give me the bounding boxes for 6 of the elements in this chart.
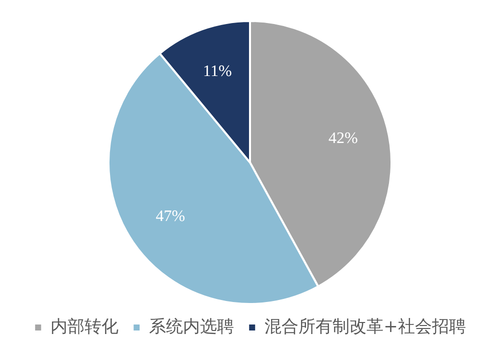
data-label: 11% (203, 63, 232, 80)
data-label: 47% (156, 208, 186, 225)
legend-label: 混合所有制改革+社会招聘 (264, 316, 466, 337)
legend-label: 系统内选聘 (149, 316, 234, 337)
data-label: 42% (328, 130, 358, 147)
legend-label: 内部转化 (50, 316, 119, 337)
